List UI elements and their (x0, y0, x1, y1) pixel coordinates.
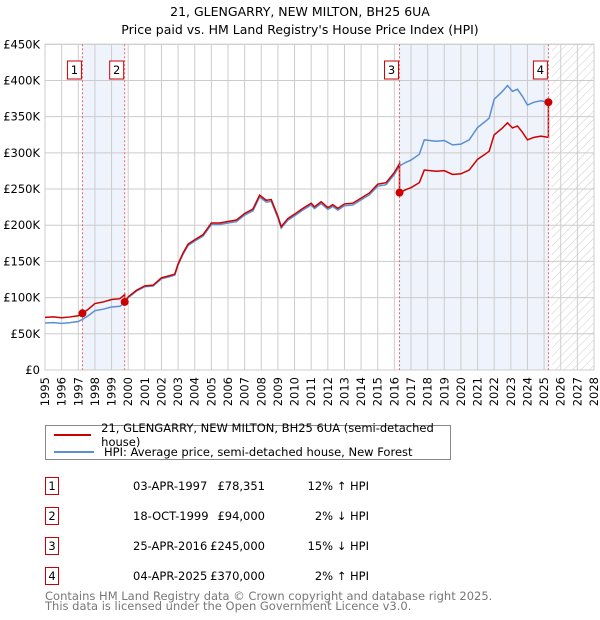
x-tick-label: 2021 (471, 377, 485, 406)
x-tick-label: 2026 (554, 377, 568, 406)
x-tick-label: 2017 (404, 377, 418, 406)
sale-label-number: 2 (113, 63, 120, 77)
x-tick-label: 2010 (288, 377, 302, 406)
sale-hpi-diff: 2% ↓ HPI (314, 509, 369, 523)
sale-number-badge: 2 (45, 507, 59, 525)
sale-price: £78,351 (217, 479, 265, 493)
y-tick-label: £400K (3, 73, 40, 87)
x-tick-label: 2002 (154, 377, 168, 406)
x-tick-label: 1998 (88, 377, 102, 406)
x-tick-label: 2003 (171, 377, 185, 406)
sale-price: £245,000 (210, 539, 265, 553)
legend: 21, GLENGARRY, NEW MILTON, BH25 6UA (sem… (45, 421, 451, 460)
sale-point (395, 188, 404, 197)
y-tick-label: £0 (25, 363, 40, 377)
y-tick-label: £300K (3, 146, 40, 160)
sale-row: 3 25-APR-2016 £245,000 15% ↓ HPI (45, 537, 445, 557)
x-tick-label: 2025 (537, 377, 551, 406)
price-chart: 21, GLENGARRY, NEW MILTON, BH25 6UA Pric… (3, 4, 600, 406)
x-tick-label: 2011 (304, 377, 318, 406)
y-tick-label: £350K (3, 110, 40, 124)
sale-number-badge: 3 (45, 537, 59, 555)
x-tick-label: 2014 (354, 377, 368, 406)
legend-label-property: 21, GLENGARRY, NEW MILTON, BH25 6UA (sem… (101, 421, 434, 449)
x-tick-label: 2028 (587, 377, 600, 406)
x-tick-label: 2013 (337, 377, 351, 406)
sale-date: 18-OCT-1999 (133, 509, 209, 523)
sale-label-box (532, 60, 548, 80)
sale-hpi-diff: 15% ↓ HPI (307, 539, 369, 553)
x-tick-label: 2005 (204, 377, 218, 406)
footer-licence: This data is licensed under the Open Gov… (45, 599, 412, 613)
sale-hpi-diff: 12% ↑ HPI (307, 479, 369, 493)
footer-copyright: Contains HM Land Registry data © Crown c… (45, 589, 493, 603)
chart-subtitle: Price paid vs. HM Land Registry's House … (121, 22, 478, 37)
sale-label-box (384, 60, 400, 80)
sale-row: 1 03-APR-1997 £78,351 12% ↑ HPI (45, 477, 445, 497)
sale-date: 04-APR-2025 (133, 569, 208, 583)
x-tick-label: 2018 (421, 377, 435, 406)
sale-label-number: 3 (388, 63, 395, 77)
ownership-shade-2 (399, 44, 549, 371)
sale-price: £94,000 (217, 509, 265, 523)
sale-label-number: 4 (537, 63, 544, 77)
x-tick-label: 2023 (504, 377, 518, 406)
y-tick-label: £50K (11, 327, 41, 341)
chart-title: 21, GLENGARRY, NEW MILTON, BH25 6UA (170, 4, 430, 19)
sale-point (120, 297, 129, 306)
x-tick-label: 2009 (271, 377, 285, 406)
y-tick-label: £200K (3, 218, 40, 232)
legend-item-property: 21, GLENGARRY, NEW MILTON, BH25 6UA (sem… (54, 421, 450, 449)
sale-number-badge: 4 (45, 567, 59, 585)
x-tick-label: 2019 (437, 377, 451, 406)
plot-border (44, 43, 595, 371)
sale-row: 4 04-APR-2025 £370,000 2% ↑ HPI (45, 567, 445, 587)
sale-date: 25-APR-2016 (133, 539, 208, 553)
x-tick-label: 2008 (254, 377, 268, 406)
y-tick-label: £250K (3, 182, 40, 196)
x-tick-label: 1996 (55, 377, 69, 406)
x-tick-label: 2000 (121, 377, 135, 406)
forecast-hatch (551, 44, 594, 371)
y-tick-label: £100K (3, 291, 40, 305)
x-tick-label: 2012 (321, 377, 335, 406)
x-tick-label: 2001 (138, 377, 152, 406)
legend-label-hpi: HPI: Average price, semi-detached house,… (104, 445, 413, 459)
legend-swatch-hpi (54, 451, 94, 453)
legend-item-hpi: HPI: Average price, semi-detached house,… (54, 444, 413, 460)
sale-number-badge: 1 (45, 477, 59, 495)
x-tick-label: 2007 (238, 377, 252, 406)
ownership-shade-1 (82, 44, 125, 371)
x-tick-label: 1997 (71, 377, 85, 406)
x-tick-label: 2022 (487, 377, 501, 406)
x-tick-label: 1999 (105, 377, 119, 406)
sale-point (78, 309, 87, 318)
sale-price: £370,000 (210, 569, 265, 583)
sale-point (544, 98, 553, 107)
x-tick-label: 2024 (520, 377, 534, 406)
sale-label-box (66, 60, 82, 80)
sale-hpi-diff: 2% ↑ HPI (314, 569, 369, 583)
sale-row: 2 18-OCT-1999 £94,000 2% ↓ HPI (45, 507, 445, 527)
x-tick-label: 2020 (454, 377, 468, 406)
x-tick-label: 1995 (38, 377, 52, 406)
x-tick-label: 2027 (570, 377, 584, 406)
sale-date: 03-APR-1997 (133, 479, 208, 493)
y-tick-label: £450K (3, 37, 40, 51)
y-tick-label: £150K (3, 254, 40, 268)
x-tick-label: 2006 (221, 377, 235, 406)
sale-label-number: 1 (71, 63, 78, 77)
legend-swatch-property (54, 434, 92, 436)
x-tick-label: 2004 (188, 377, 202, 406)
x-tick-label: 2016 (387, 377, 401, 406)
sale-label-box (109, 60, 125, 80)
property-price-line (44, 101, 551, 319)
x-tick-label: 2015 (371, 377, 385, 406)
